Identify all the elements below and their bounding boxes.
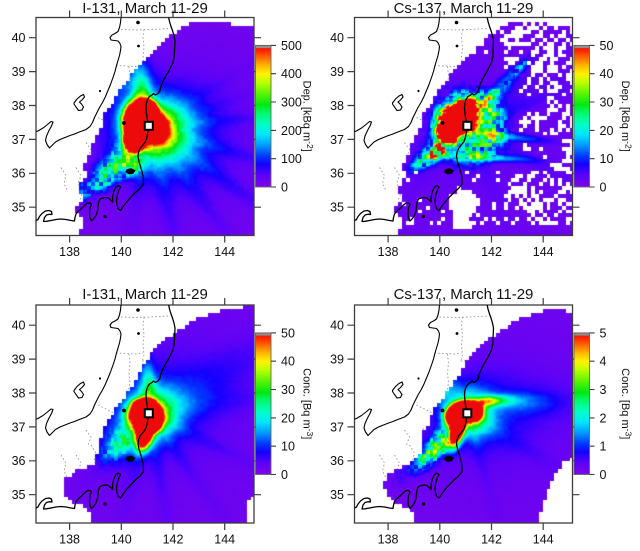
svg-text:Dep. [kBq m-2]: Dep. [kBq m-2] — [619, 81, 634, 152]
svg-text:40: 40 — [281, 355, 295, 369]
svg-text:Dep. [kBq m-2]: Dep. [kBq m-2] — [301, 81, 316, 152]
svg-text:0: 0 — [600, 468, 607, 482]
svg-text:30: 30 — [600, 95, 614, 109]
svg-text:5: 5 — [600, 326, 607, 340]
svg-text:50: 50 — [600, 39, 614, 53]
svg-text:3: 3 — [600, 383, 607, 397]
svg-text:0: 0 — [281, 180, 288, 194]
svg-text:10: 10 — [281, 440, 295, 454]
svg-text:30: 30 — [281, 383, 295, 397]
svg-text:1: 1 — [600, 440, 607, 454]
svg-text:0: 0 — [281, 468, 288, 482]
svg-text:4: 4 — [600, 355, 607, 369]
svg-text:400: 400 — [281, 67, 302, 81]
svg-text:I-131, March 11-29: I-131, March 11-29 — [82, 0, 208, 17]
svg-text:300: 300 — [281, 95, 302, 109]
svg-text:0: 0 — [600, 180, 607, 194]
svg-text:Conc. [Bq m-3]: Conc. [Bq m-3] — [619, 368, 634, 439]
svg-text:Conc. [Bq m-3]: Conc. [Bq m-3] — [301, 368, 316, 439]
svg-text:40: 40 — [600, 67, 614, 81]
svg-text:10: 10 — [600, 152, 614, 166]
svg-text:Cs-137, March 11-29: Cs-137, March 11-29 — [394, 0, 534, 17]
svg-text:20: 20 — [600, 124, 614, 138]
svg-text:100: 100 — [281, 152, 302, 166]
svg-text:Cs-137, March 11-29: Cs-137, March 11-29 — [394, 286, 534, 303]
svg-text:500: 500 — [281, 39, 302, 53]
svg-text:2: 2 — [600, 411, 607, 425]
svg-text:I-131, March 11-29: I-131, March 11-29 — [82, 286, 208, 303]
svg-text:200: 200 — [281, 124, 302, 138]
svg-text:20: 20 — [281, 411, 295, 425]
svg-text:50: 50 — [281, 326, 295, 340]
